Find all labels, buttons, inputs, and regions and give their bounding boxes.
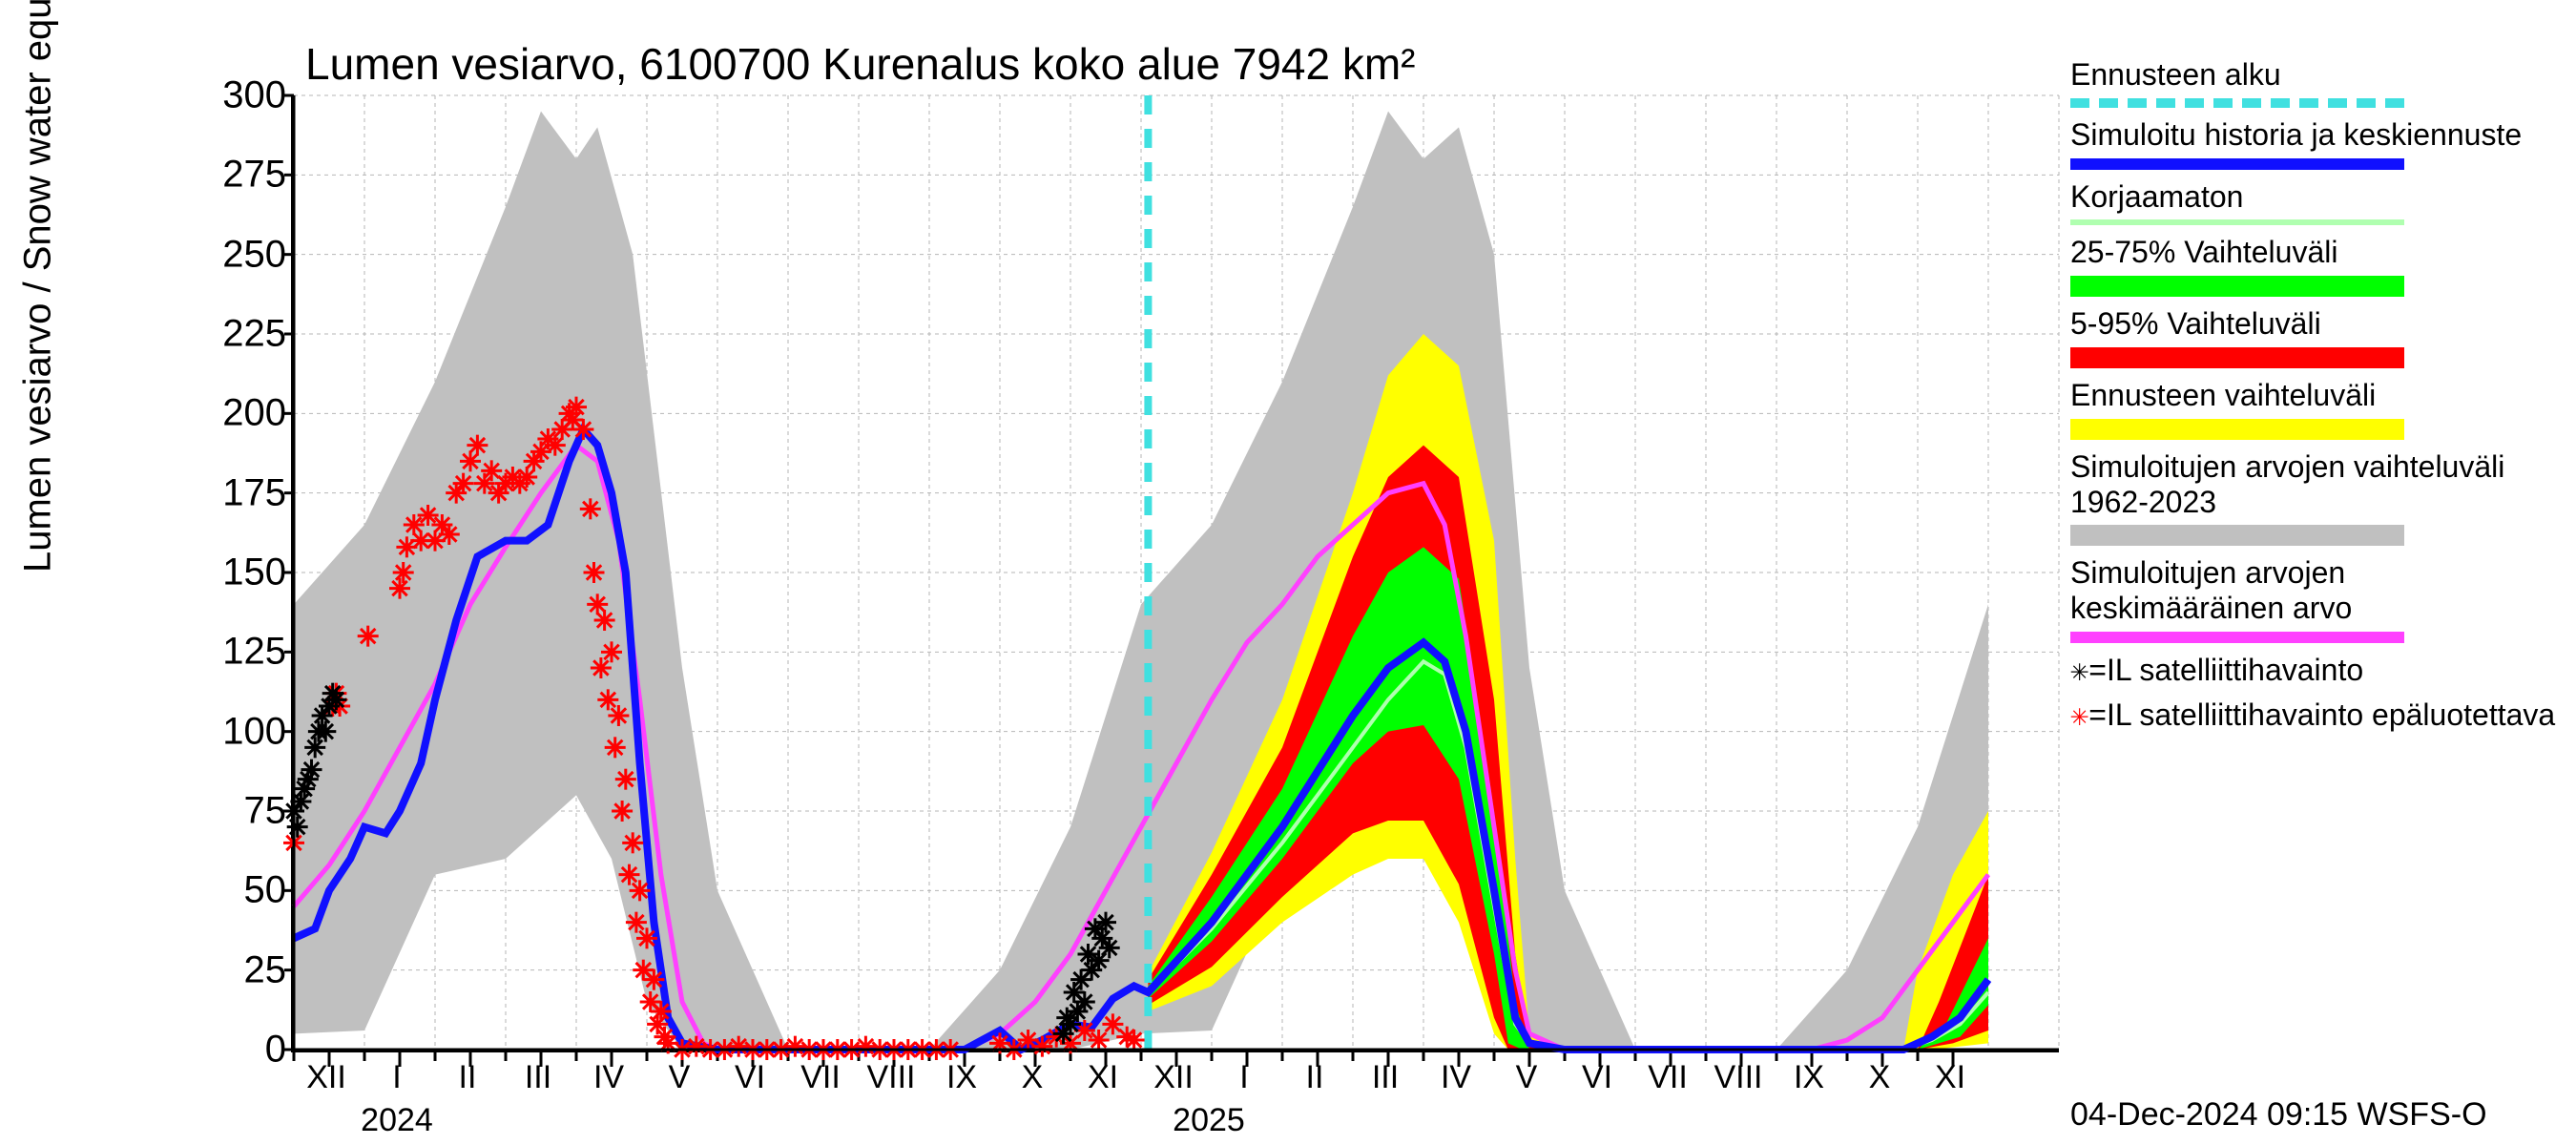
y-tick-label: 275 [222, 154, 286, 197]
y-tick-label: 0 [265, 1029, 286, 1072]
legend-item: Ennusteen vaihteluväli [2070, 378, 2557, 440]
legend-marker-label: =IL satelliittihavainto epäluotettava [2088, 697, 2555, 732]
legend-label: Simuloitujen arvojen keskimääräinen arvo [2070, 555, 2557, 626]
x-tick-label: I [392, 1059, 401, 1096]
x-tick-label: XII [1153, 1059, 1194, 1096]
y-tick-label: 250 [222, 233, 286, 276]
x-tick-label: X [1022, 1059, 1044, 1096]
y-tick-label: 200 [222, 392, 286, 435]
legend-swatch [2070, 419, 2404, 440]
legend-label: 25-75% Vaihteluväli [2070, 235, 2557, 270]
legend-item: Simuloitujen arvojen vaihteluväli 1962-2… [2070, 449, 2557, 547]
x-tick-label: VII [800, 1059, 841, 1096]
y-tick-label: 100 [222, 710, 286, 753]
y-tick-label: 225 [222, 313, 286, 356]
legend-item: Simuloitu historia ja keskiennuste [2070, 117, 2557, 170]
chart-title: Lumen vesiarvo, 6100700 Kurenalus koko a… [305, 38, 1416, 90]
legend-marker-label: =IL satelliittihavainto [2088, 653, 2363, 687]
x-tick-label: VI [735, 1059, 765, 1096]
x-tick-label: VII [1648, 1059, 1688, 1096]
legend-label: 5-95% Vaihteluväli [2070, 306, 2557, 342]
x-tick-label: II [459, 1059, 477, 1096]
y-tick-label: 175 [222, 471, 286, 514]
legend-marker-item: ✳=IL satelliittihavainto [2070, 653, 2557, 688]
x-tick-label: V [669, 1059, 691, 1096]
plot-area [291, 95, 2059, 1052]
legend-label: Simuloitujen arvojen vaihteluväli 1962-2… [2070, 449, 2557, 520]
x-tick-label: VI [1582, 1059, 1612, 1096]
legend-label: Korjaamaton [2070, 179, 2557, 215]
legend-label: Ennusteen alku [2070, 57, 2557, 93]
x-tick-label: XII [306, 1059, 346, 1096]
y-tick-label: 150 [222, 552, 286, 594]
y-tick-label: 125 [222, 631, 286, 674]
x-year-label: 2024 [361, 1102, 433, 1139]
legend-swatch [2070, 98, 2404, 108]
legend-swatch [2070, 347, 2404, 368]
x-tick-label: IX [1794, 1059, 1824, 1096]
x-tick-label: I [1239, 1059, 1248, 1096]
legend-item: Ennusteen alku [2070, 57, 2557, 108]
legend-label: Simuloitu historia ja keskiennuste [2070, 117, 2557, 153]
footer-timestamp: 04-Dec-2024 09:15 WSFS-O [2070, 1096, 2487, 1134]
x-tick-label: II [1306, 1059, 1324, 1096]
y-tick-label: 50 [244, 869, 287, 912]
x-tick-label: III [1372, 1059, 1399, 1096]
y-axis-label: Lumen vesiarvo / Snow water equiv. mm [17, 0, 60, 572]
legend-item: Korjaamaton [2070, 179, 2557, 226]
legend-swatch [2070, 276, 2404, 297]
x-tick-label: IV [593, 1059, 624, 1096]
x-tick-label: VIII [866, 1059, 915, 1096]
legend-swatch [2070, 219, 2404, 225]
legend-marker-icon: ✳ [2070, 697, 2088, 733]
legend-swatch [2070, 525, 2404, 546]
y-tick-label: 300 [222, 74, 286, 117]
legend-label: Ennusteen vaihteluväli [2070, 378, 2557, 413]
x-year-label: 2025 [1173, 1102, 1245, 1139]
legend-swatch [2070, 632, 2404, 643]
legend-item: Simuloitujen arvojen keskimääräinen arvo [2070, 555, 2557, 643]
x-tick-label: IX [946, 1059, 977, 1096]
x-tick-label: X [1869, 1059, 1891, 1096]
legend-swatch [2070, 158, 2404, 170]
y-tick-label: 25 [244, 948, 287, 991]
legend-marker-item: ✳=IL satelliittihavainto epäluotettava [2070, 697, 2557, 733]
chart-wrap: Lumen vesiarvo, 6100700 Kurenalus koko a… [0, 0, 2576, 1145]
x-tick-label: III [525, 1059, 551, 1096]
x-tick-label: V [1516, 1059, 1538, 1096]
legend-item: 5-95% Vaihteluväli [2070, 306, 2557, 368]
x-tick-label: XI [1088, 1059, 1118, 1096]
y-tick-label: 75 [244, 790, 287, 833]
legend-item: 25-75% Vaihteluväli [2070, 235, 2557, 297]
x-tick-label: VIII [1714, 1059, 1762, 1096]
x-tick-label: XI [1935, 1059, 1965, 1096]
x-tick-label: IV [1441, 1059, 1471, 1096]
legend: Ennusteen alku Simuloitu historia ja kesk… [2070, 57, 2557, 742]
legend-marker-icon: ✳ [2070, 652, 2088, 688]
